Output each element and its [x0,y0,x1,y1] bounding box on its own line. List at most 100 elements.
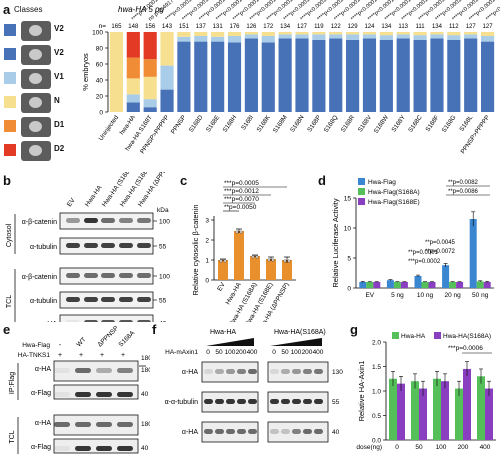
bar-segment [177,41,191,112]
blot-frame [53,360,139,382]
n-value: 127 [483,24,494,30]
dose-label: 0 [272,349,276,356]
bar-segment [396,32,410,35]
bar-segment [143,99,157,108]
blot-band [292,369,301,374]
y-tick-label: 0.5 [372,413,381,420]
blot-frame [267,361,329,383]
y-tick-label: 2.0 [372,340,381,347]
category-label: S168K [256,113,273,133]
mw-label: 55 [159,244,167,251]
blot-row-label: α-Flag [31,390,51,397]
n-value: 113 [398,24,408,30]
bar-segment [194,32,208,36]
bar-segment [143,76,157,100]
lane-mark: + [100,352,104,359]
blot-band [137,273,151,278]
category-label: EV [216,281,227,293]
bar-segment [379,32,393,36]
n-value: 134 [280,24,291,30]
blot-band [270,399,279,404]
category-label: S168L [458,114,474,133]
panel-f-western: Hwa-HA Hwa-HA(S168A)HA-mAxin1 0 50 100 200 400… [165,329,343,443]
y-tick-label: 40 [96,78,104,85]
class-label: V1 [54,72,64,81]
blot-band [66,297,80,302]
blot-row-label: α-β-catenin [22,274,57,281]
lane-mark: + [58,352,62,359]
n-value: 126 [246,24,257,30]
category-label: S168D [188,114,205,134]
category-label: S168N [289,114,306,134]
kda-label: kDa [157,207,169,214]
bar [366,282,374,288]
bar-segment [177,32,191,37]
data-point [283,259,287,263]
class-row: V2 [4,20,68,42]
bar-segment [278,34,292,39]
class-label: V2 [54,48,64,57]
blot-band [96,392,112,397]
blot-row-label: α-HA [35,420,51,427]
lane-mark: - [59,342,62,349]
mw-label: 55 [332,399,340,406]
bar [463,368,471,440]
bar-segment [227,32,242,36]
blot-band [119,273,133,278]
bar-segment [346,40,360,112]
bar-segment [244,34,258,39]
data-point [271,258,275,262]
panel-label-f: f [152,322,157,337]
category-label: S168P [306,114,322,133]
blot-band [75,368,91,373]
bar [428,282,436,288]
bar-segment [413,32,427,36]
embryo-image [21,93,51,113]
y-tick-label: 3 [205,218,209,225]
blot-band [137,320,151,322]
lane-mark: + [79,352,83,359]
y-axis-label: Relative Luciferase Activity [331,198,340,287]
n-value: 172 [263,24,274,30]
blot-row-label: α-tubulin [30,244,57,251]
bar-segment [143,32,157,60]
bar-segment [464,32,478,35]
category-label: S168E [205,114,221,133]
blot-band [204,429,213,434]
p-value: **p=0.0045 [425,240,456,246]
panel-label-a: a [3,2,11,17]
data-point [219,259,223,263]
mw-label: 180 [141,355,150,362]
bar-segment [278,32,292,35]
bar-segment [329,34,343,39]
row-label: HA-mAxin1 [165,349,198,356]
blot-frame [201,361,259,383]
bar [433,378,441,440]
bar-segment [143,107,157,112]
bar-segment [447,40,461,112]
row-label: Hwa-Flag [22,342,50,349]
blot-band [101,218,115,223]
blot-band [270,429,279,434]
blot-band [66,273,80,278]
blot-row-label: α-β-catenin [22,219,57,226]
bar [266,259,276,280]
category-label: S168H [222,114,239,134]
blot-band [137,297,151,302]
bar [359,282,367,288]
bar-segment [143,59,157,77]
mw-label: 180 [141,367,150,374]
blot-group-title: Hwa-HA(S168A) [274,329,326,336]
n-value: 112 [449,24,459,30]
n-value: 129 [348,24,359,30]
bar-segment [464,34,478,39]
bar-segment [430,34,444,39]
bar-segment [126,102,140,112]
blot-band [248,369,257,374]
blot-band [226,429,235,434]
dose-wedge [270,338,322,346]
bar-segment [312,34,326,40]
blot-band [204,369,213,374]
bar-segment [261,42,275,112]
